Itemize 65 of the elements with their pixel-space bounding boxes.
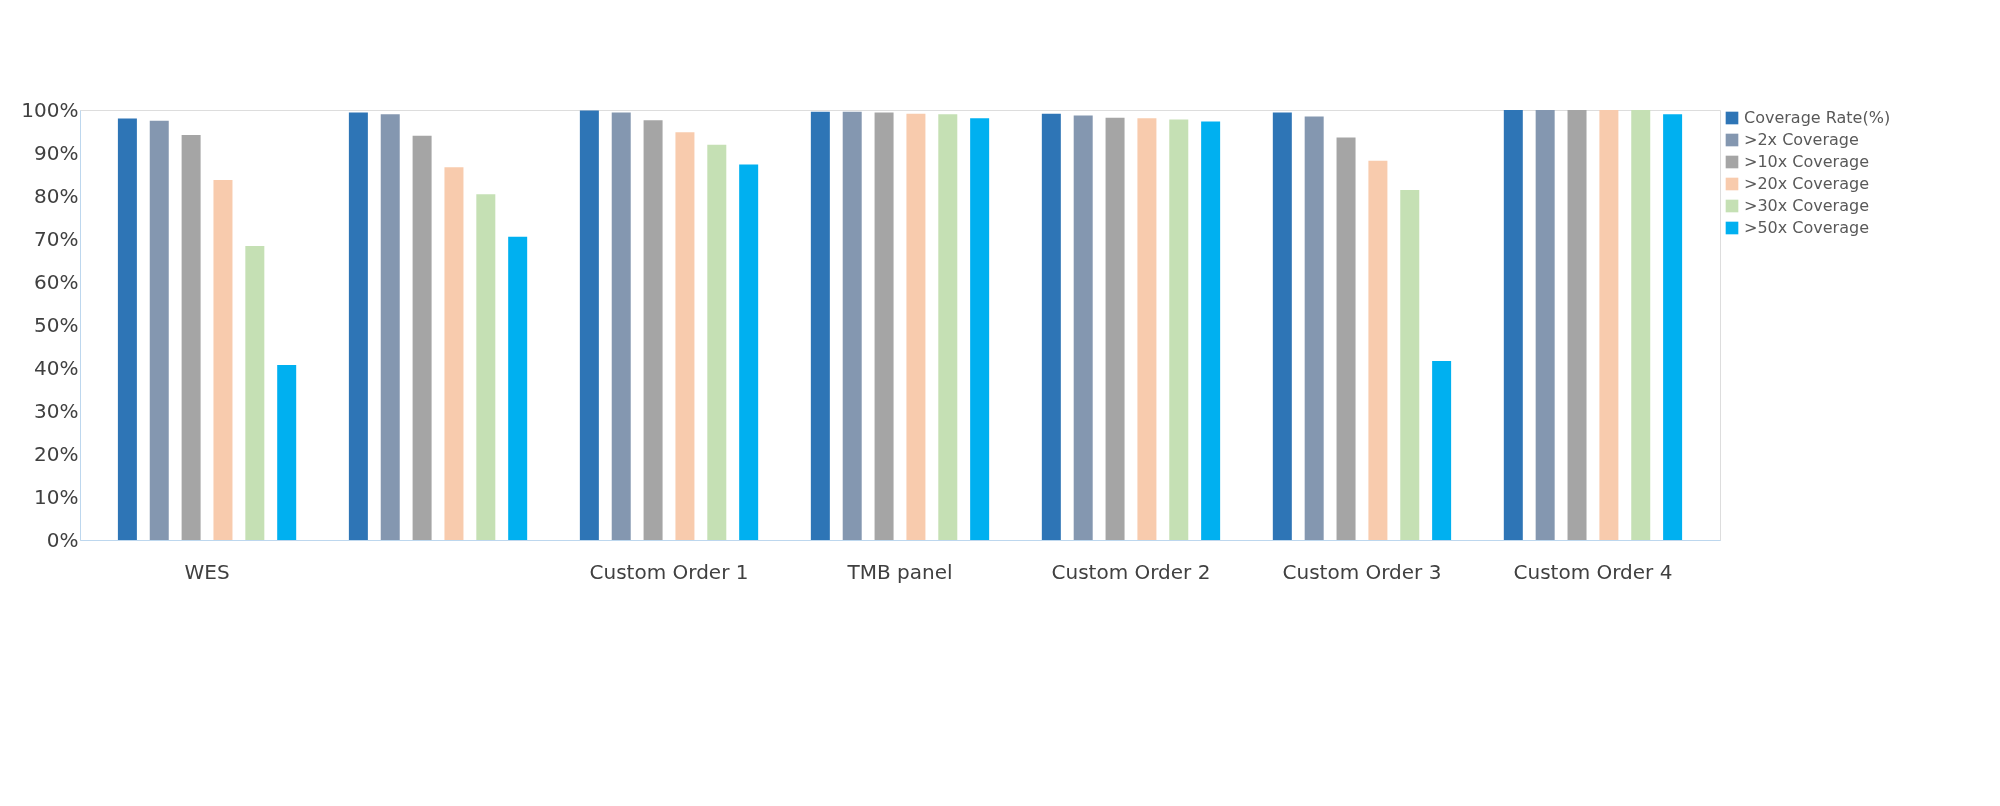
legend-label: >20x Coverage <box>1744 174 1869 193</box>
y-tick-label: 90% <box>34 140 79 165</box>
bar <box>1535 110 1555 540</box>
bar <box>1105 117 1125 540</box>
bar <box>181 134 201 540</box>
bar <box>739 164 759 540</box>
y-tick-label: 60% <box>34 269 79 294</box>
legend-label: >50x Coverage <box>1744 218 1869 237</box>
bar <box>1169 119 1189 540</box>
y-tick-label: 10% <box>34 484 79 509</box>
bar <box>508 236 528 540</box>
bar <box>348 112 368 540</box>
y-tick-label: 40% <box>34 355 79 380</box>
bar <box>874 112 894 540</box>
bar <box>1400 189 1420 540</box>
y-tick-label: 100% <box>21 97 79 122</box>
bar <box>1041 113 1061 540</box>
bar <box>1368 160 1388 540</box>
bar <box>1663 114 1683 540</box>
bar <box>213 180 233 540</box>
y-tick-label: 30% <box>34 398 79 423</box>
bar <box>579 110 599 540</box>
y-tick-label: 50% <box>34 312 79 337</box>
bar <box>675 132 695 540</box>
bar <box>643 120 663 540</box>
bar <box>277 364 297 540</box>
bar <box>1599 110 1619 540</box>
bar <box>810 111 830 540</box>
x-tick-label: Custom Order 4 <box>1513 559 1673 584</box>
bar <box>611 112 631 540</box>
bar <box>1336 137 1356 540</box>
bar <box>1201 121 1221 540</box>
bar <box>1567 110 1587 540</box>
x-tick-label: TMB panel <box>846 559 953 584</box>
bar <box>476 194 496 540</box>
bar <box>842 111 862 540</box>
x-tick-label: Custom Order 2 <box>1051 559 1211 584</box>
bar <box>412 135 432 540</box>
y-tick-label: 70% <box>34 226 79 251</box>
legend-label: >10x Coverage <box>1744 152 1869 171</box>
x-tick-label: Custom Order 1 <box>589 559 749 584</box>
bar <box>1304 116 1324 540</box>
bar <box>149 120 169 540</box>
bar <box>117 118 137 540</box>
bar <box>938 114 958 540</box>
bar <box>1272 112 1292 540</box>
bar <box>1137 118 1157 540</box>
legend-label: >30x Coverage <box>1744 196 1869 215</box>
bar <box>707 144 727 540</box>
x-tick-label: WES <box>184 559 230 584</box>
x-tick-label: Custom Order 3 <box>1282 559 1442 584</box>
bar <box>1503 110 1523 540</box>
bar <box>1631 110 1651 540</box>
bar <box>1432 361 1452 540</box>
y-tick-label: 80% <box>34 183 79 208</box>
legend-label: >2x Coverage <box>1744 130 1859 149</box>
bar <box>906 113 926 540</box>
bar <box>970 118 990 540</box>
y-tick-label: 0% <box>46 527 79 552</box>
bar <box>1073 115 1093 540</box>
legend-label: Coverage Rate(%) <box>1744 108 1891 127</box>
bar <box>380 114 400 540</box>
bar <box>444 167 464 540</box>
y-tick-label: 20% <box>34 441 79 466</box>
bar <box>245 245 265 540</box>
